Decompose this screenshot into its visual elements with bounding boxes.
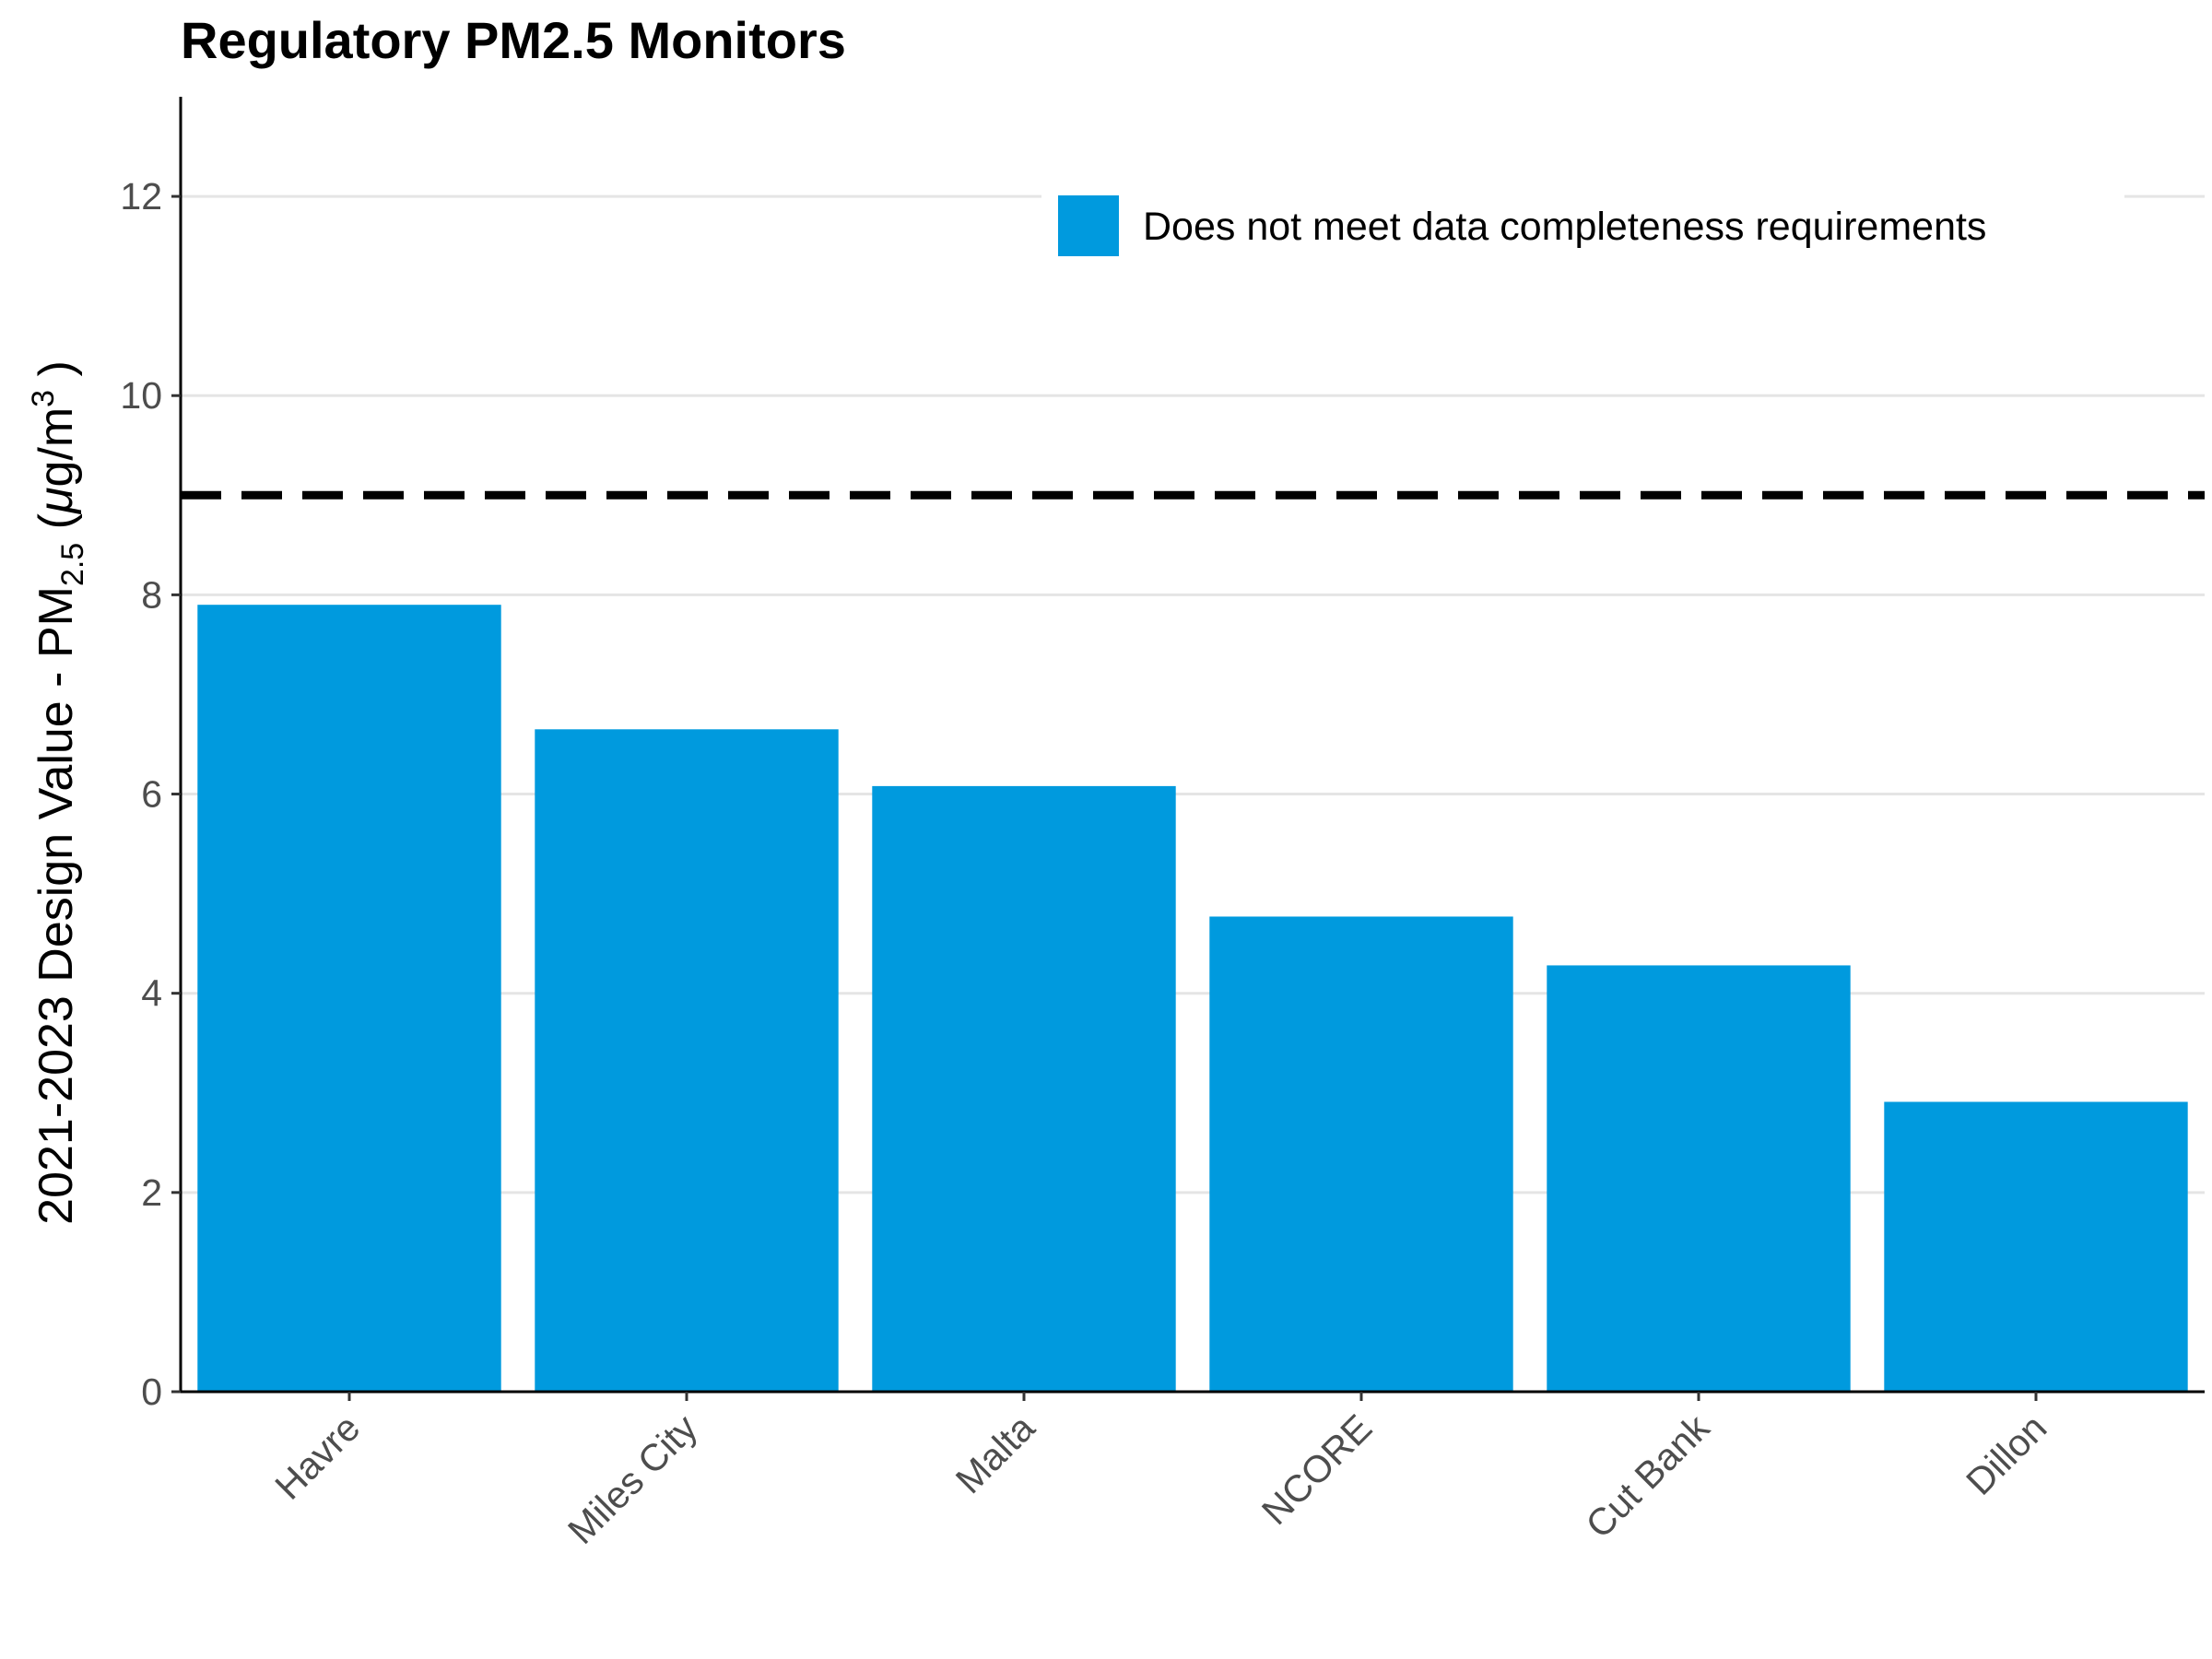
- x-tick-label-cut-bank: Cut Bank: [1578, 1406, 1718, 1546]
- y-ticks: 0 2 4 6 8 10 12: [120, 175, 181, 1413]
- y-axis-title: 2021-2023 Design Value - PM2.5 (μg/m3 ): [26, 360, 90, 1225]
- x-tick-label-havre: Havre: [266, 1406, 368, 1508]
- x-axis: Havre Miles City Malta NCORE Cut Bank Dillon: [181, 1390, 2205, 1552]
- bar-dillon: [1884, 1101, 2188, 1392]
- y-axis-title-units-mid: g/m: [29, 407, 83, 488]
- legend-key: [1058, 195, 1119, 256]
- y-axis-title-superscript: 3: [26, 390, 61, 407]
- y-axis-title-prefix: 2021-2023 Design Value - PM: [29, 586, 83, 1225]
- x-tick-label-miles-city: Miles City: [559, 1406, 706, 1552]
- x-tick-label-malta: Malta: [947, 1406, 1043, 1502]
- legend-background: [1041, 181, 2124, 271]
- x-ticks: Havre Miles City Malta NCORE Cut Bank Dillon: [266, 1392, 2054, 1552]
- x-tick-label-ncore: NCORE: [1253, 1406, 1380, 1533]
- y-tick-label-2: 2: [141, 1171, 162, 1214]
- y-axis-title-units-close: ): [29, 360, 83, 390]
- bar-cut-bank: [1547, 965, 1851, 1392]
- legend: Does not meet data completeness requirem…: [1041, 181, 2124, 271]
- y-tick-label-10: 10: [120, 374, 162, 417]
- bar-havre: [197, 605, 501, 1392]
- y-tick-label-6: 6: [141, 773, 162, 816]
- bar-ncore: [1209, 916, 1513, 1392]
- legend-label: Does not meet data completeness requirem…: [1143, 205, 1986, 249]
- y-tick-label-12: 12: [120, 175, 162, 218]
- bars: [197, 605, 2188, 1392]
- y-axis: 0 2 4 6 8 10 12: [120, 97, 182, 1413]
- y-tick-label-8: 8: [141, 573, 162, 616]
- chart-title: Regulatory PM2.5 Monitors: [181, 11, 846, 69]
- y-axis-title-subscript: 2.5: [55, 543, 90, 586]
- bar-malta: [872, 785, 1176, 1392]
- x-tick-label-dillon: Dillon: [1958, 1406, 2054, 1503]
- y-axis-title-units-open: (: [29, 512, 83, 542]
- bar-miles-city: [535, 729, 839, 1392]
- y-axis-title-mu: μ: [29, 488, 83, 516]
- y-tick-label-0: 0: [141, 1371, 162, 1413]
- y-tick-label-4: 4: [141, 972, 162, 1015]
